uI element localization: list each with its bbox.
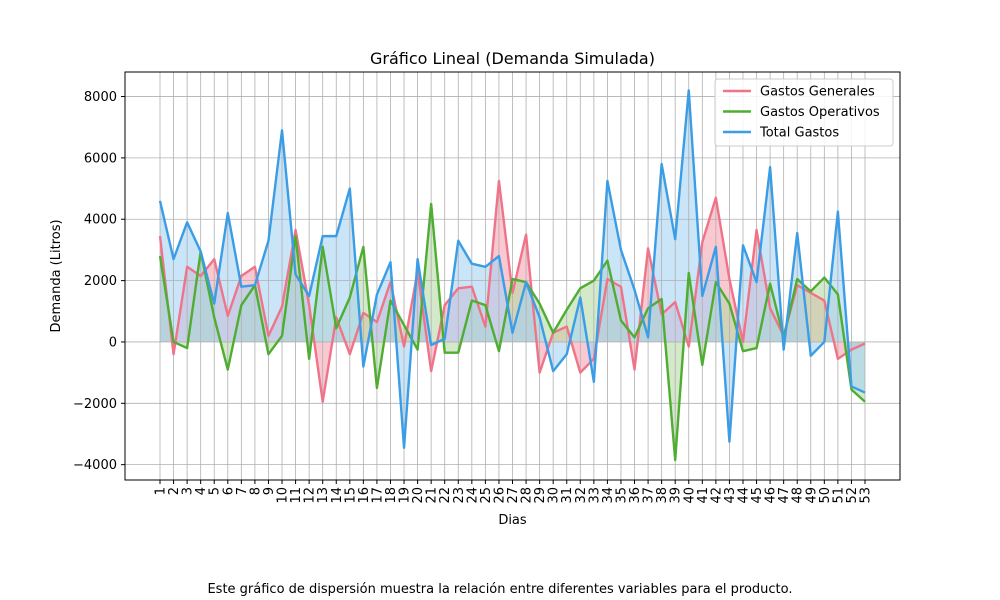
- x-tick-label-11: 11: [289, 487, 304, 504]
- x-tick-label-23: 23: [452, 487, 467, 504]
- x-tick-label-39: 39: [669, 487, 684, 504]
- x-tick-label-42: 42: [709, 487, 724, 504]
- legend-label-2: Gastos Operativos: [760, 105, 880, 120]
- chart-title: Gráfico Lineal (Demanda Simulada): [370, 49, 655, 68]
- x-tick-label-44: 44: [736, 487, 751, 504]
- series-line-3: [158, 89, 866, 449]
- x-tick-label-48: 48: [791, 487, 806, 504]
- legend-label-3: Total Gastos: [759, 126, 839, 141]
- x-tick-label-46: 46: [764, 487, 779, 504]
- y-axis-label: Demanda (Litros): [49, 219, 64, 332]
- x-tick-label-52: 52: [845, 487, 860, 504]
- x-tick-label-34: 34: [601, 487, 616, 504]
- x-tick-label-37: 37: [642, 487, 657, 504]
- x-tick-label-7: 7: [235, 487, 250, 495]
- x-tick-label-31: 31: [560, 487, 575, 504]
- x-tick-label-45: 45: [750, 487, 765, 504]
- x-tick-label-35: 35: [614, 487, 629, 504]
- y-tick-label-4: 2000: [84, 274, 117, 289]
- x-tick-label-43: 43: [723, 487, 738, 504]
- x-tick-label-38: 38: [655, 487, 670, 504]
- x-tick-label-3: 3: [181, 487, 196, 495]
- series-line-2: [158, 202, 866, 462]
- x-axis-label: Dias: [498, 513, 527, 528]
- x-tick-label-47: 47: [777, 487, 792, 504]
- x-tick-label-29: 29: [533, 487, 548, 504]
- y-tick-label-5: 4000: [84, 213, 117, 228]
- x-tick-label-49: 49: [804, 487, 819, 504]
- x-tick-label-28: 28: [520, 487, 535, 504]
- x-tick-label-18: 18: [384, 487, 399, 504]
- y-tick-label-3: 0: [109, 335, 117, 350]
- x-tick-label-36: 36: [628, 487, 643, 504]
- y-tick-label-1: −4000: [73, 458, 117, 473]
- y-tick-label-7: 8000: [84, 90, 117, 105]
- x-tick-label-19: 19: [398, 487, 413, 504]
- x-tick-label-9: 9: [262, 487, 277, 495]
- x-tick-label-25: 25: [479, 487, 494, 504]
- x-tick-label-5: 5: [208, 487, 223, 495]
- x-tick-label-26: 26: [492, 487, 507, 504]
- x-tick-label-21: 21: [425, 487, 440, 504]
- chart-caption: Este gráfico de dispersión muestra la re…: [207, 582, 793, 597]
- x-tick-label-51: 51: [831, 487, 846, 504]
- x-tick-label-24: 24: [465, 487, 480, 504]
- x-tick-label-15: 15: [343, 487, 358, 504]
- x-tick-label-8: 8: [248, 487, 263, 495]
- x-tick-label-27: 27: [506, 487, 521, 504]
- x-tick-label-10: 10: [276, 487, 291, 504]
- series-lines: [158, 89, 866, 462]
- x-tick-label-20: 20: [411, 487, 426, 504]
- y-axis: −4000 −2000 0 2000 4000 6000 8000: [73, 90, 125, 473]
- y-tick-label-2: −2000: [73, 397, 117, 412]
- x-tick-label-30: 30: [547, 487, 562, 504]
- legend: Gastos Generales Gastos Operativos Total G…: [714, 78, 894, 147]
- y-tick-label-6: 6000: [84, 151, 117, 166]
- x-tick-label-22: 22: [438, 487, 453, 504]
- x-tick-label-14: 14: [330, 487, 345, 504]
- x-tick-label-50: 50: [818, 487, 833, 504]
- x-tick-label-53: 53: [859, 487, 874, 504]
- x-tick-label-13: 13: [316, 487, 331, 504]
- x-tick-label-40: 40: [682, 487, 697, 504]
- series-line-1: [158, 179, 866, 403]
- x-tick-label-41: 41: [696, 487, 711, 504]
- x-tick-label-2: 2: [167, 487, 182, 495]
- x-tick-label-16: 16: [357, 487, 372, 504]
- x-tick-label-4: 4: [194, 487, 209, 495]
- legend-label-1: Gastos Generales: [760, 85, 875, 100]
- x-tick-label-1: 1: [154, 487, 169, 495]
- legend-box: [714, 78, 894, 147]
- x-axis: 1234567891011121314151617181920212223242…: [154, 480, 874, 504]
- x-tick-label-17: 17: [370, 487, 385, 504]
- x-tick-label-33: 33: [587, 487, 602, 504]
- x-tick-label-6: 6: [221, 487, 236, 495]
- x-tick-label-12: 12: [303, 487, 318, 504]
- x-tick-label-32: 32: [574, 487, 589, 504]
